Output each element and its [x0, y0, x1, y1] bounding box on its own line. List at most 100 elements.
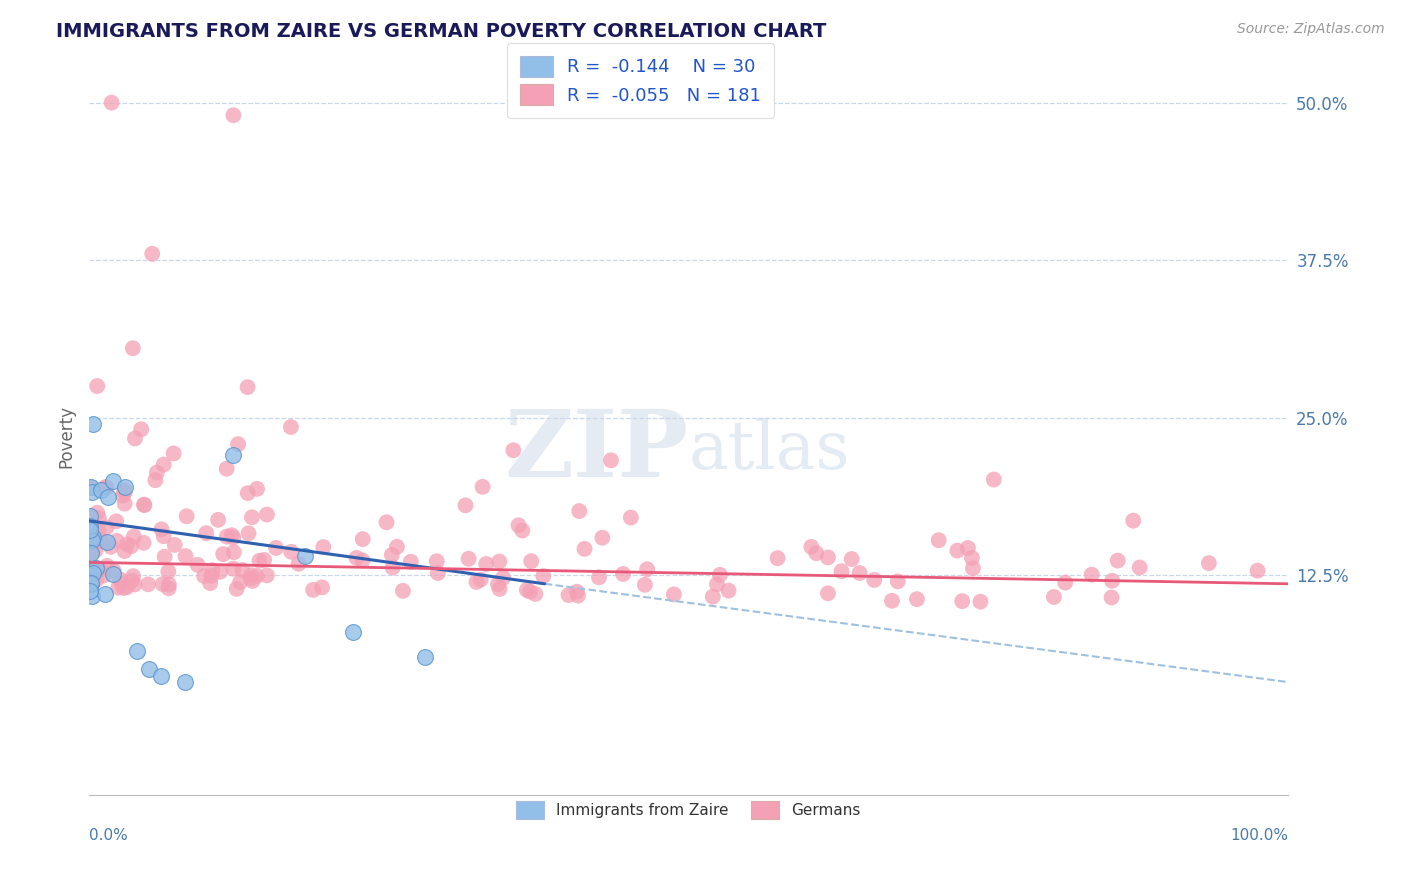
Point: [574, 541, 596, 556]
Point: [152, 529, 174, 543]
Point: [121, 341, 143, 355]
Point: [806, 546, 828, 560]
Point: [176, 509, 198, 524]
Point: [1043, 590, 1066, 604]
Point: [352, 532, 374, 546]
Point: [492, 571, 515, 585]
Point: [163, 538, 186, 552]
Point: [86, 506, 108, 520]
Point: [1101, 574, 1123, 588]
Point: [215, 530, 238, 544]
Point: [969, 595, 991, 609]
Point: [706, 577, 728, 591]
Point: [236, 380, 259, 394]
Point: [150, 522, 173, 536]
Point: [222, 545, 245, 559]
Point: [101, 566, 124, 581]
Point: [82, 417, 104, 431]
Point: [79, 523, 101, 537]
Point: [84, 573, 107, 587]
Point: [588, 570, 610, 584]
Point: [800, 540, 823, 554]
Point: [174, 675, 197, 690]
Point: [565, 584, 588, 599]
Point: [143, 473, 166, 487]
Point: [150, 669, 173, 683]
Point: [600, 453, 623, 467]
Point: [97, 490, 120, 504]
Point: [246, 569, 269, 583]
Point: [89, 533, 111, 547]
Point: [221, 528, 243, 542]
Point: [195, 526, 218, 541]
Point: [79, 508, 101, 523]
Point: [80, 545, 103, 559]
Point: [256, 508, 278, 522]
Text: ZIP: ZIP: [505, 406, 689, 496]
Point: [90, 483, 112, 497]
Point: [817, 586, 839, 600]
Point: [100, 540, 122, 554]
Point: [352, 553, 374, 567]
Point: [209, 565, 232, 579]
Point: [1129, 560, 1152, 574]
Point: [486, 577, 509, 591]
Point: [385, 540, 408, 554]
Point: [346, 550, 368, 565]
Point: [502, 443, 524, 458]
Point: [960, 550, 983, 565]
Point: [222, 562, 245, 576]
Point: [222, 448, 245, 462]
Point: [239, 572, 262, 586]
Point: [162, 446, 184, 460]
Point: [79, 480, 101, 494]
Point: [766, 551, 789, 566]
Point: [488, 582, 510, 596]
Point: [94, 480, 117, 494]
Point: [103, 564, 125, 578]
Point: [82, 569, 104, 583]
Point: [399, 555, 422, 569]
Point: [198, 576, 221, 591]
Point: [108, 573, 131, 587]
Point: [287, 557, 309, 571]
Point: [152, 458, 174, 472]
Point: [115, 537, 138, 551]
Point: [129, 422, 152, 436]
Point: [112, 581, 135, 595]
Point: [207, 513, 229, 527]
Point: [946, 543, 969, 558]
Point: [94, 535, 117, 549]
Point: [524, 587, 547, 601]
Point: [702, 590, 724, 604]
Point: [1246, 564, 1268, 578]
Point: [381, 548, 404, 562]
Point: [516, 582, 538, 597]
Point: [112, 483, 135, 497]
Point: [121, 574, 143, 588]
Point: [152, 577, 174, 591]
Point: [264, 541, 287, 555]
Point: [470, 573, 492, 587]
Text: Source: ZipAtlas.com: Source: ZipAtlas.com: [1237, 22, 1385, 37]
Point: [568, 504, 591, 518]
Point: [256, 568, 278, 582]
Point: [636, 562, 658, 576]
Text: IMMIGRANTS FROM ZAIRE VS GERMAN POVERTY CORRELATION CHART: IMMIGRANTS FROM ZAIRE VS GERMAN POVERTY …: [56, 22, 827, 41]
Point: [114, 485, 136, 500]
Point: [229, 575, 252, 590]
Point: [124, 577, 146, 591]
Point: [591, 531, 613, 545]
Point: [612, 566, 634, 581]
Point: [817, 550, 839, 565]
Point: [82, 533, 104, 547]
Point: [89, 562, 111, 576]
Point: [114, 480, 136, 494]
Point: [107, 581, 129, 595]
Point: [905, 592, 928, 607]
Point: [132, 498, 155, 512]
Point: [249, 554, 271, 568]
Point: [187, 558, 209, 572]
Point: [426, 554, 449, 568]
Point: [634, 578, 657, 592]
